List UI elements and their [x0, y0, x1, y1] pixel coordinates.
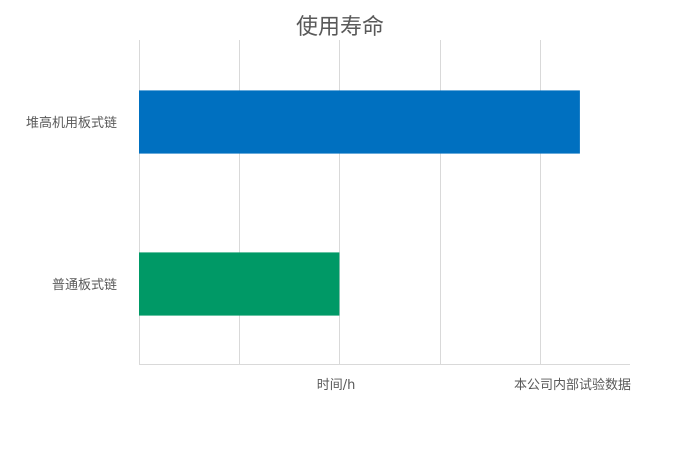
category-label: 普通板式链 — [52, 278, 117, 293]
bar — [139, 90, 580, 154]
category-label: 堆高机用板式链 — [26, 115, 117, 131]
chart-title: 使用寿命 — [296, 15, 384, 40]
source-annotation: 本公司内部试验数据 — [514, 377, 631, 393]
x-axis-label: 时间/h — [317, 378, 356, 393]
bar — [139, 252, 340, 316]
